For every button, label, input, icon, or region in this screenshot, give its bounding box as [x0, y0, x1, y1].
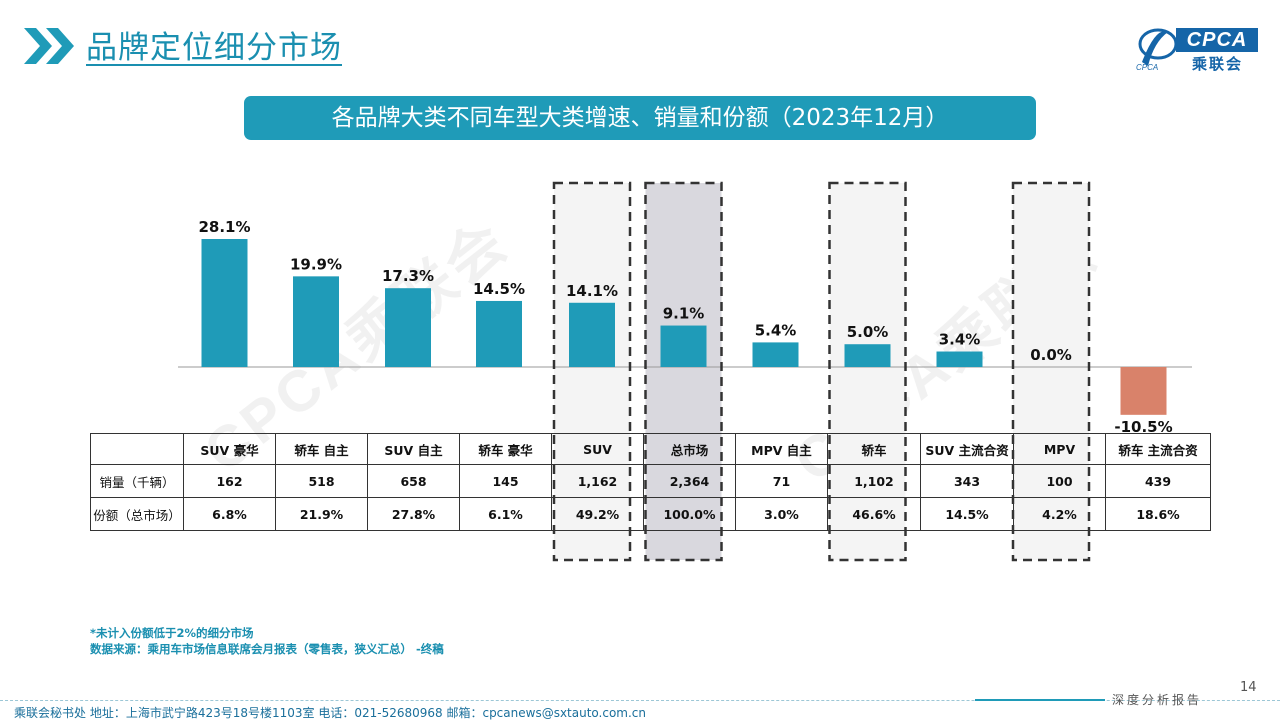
table-cell: 6.1% [459, 497, 552, 531]
table-cell: 21.9% [275, 497, 368, 531]
bar-1 [201, 239, 248, 367]
table-header-cell: 轿车 [827, 433, 921, 465]
table-row-share: 份额（总市场） 6.8% 21.9% 27.8% 6.1% 49.2% 100.… [90, 497, 1211, 531]
bar-label-7: 5.4% [755, 321, 797, 339]
table-row-sales: 销量（千辆） 162 518 658 145 1,162 2,364 71 1,… [90, 464, 1211, 498]
table-header-row: SUV 豪华 轿车 自主 SUV 自主 轿车 豪华 SUV 总市场 MPV 自主… [90, 433, 1211, 465]
bar-7 [752, 342, 799, 367]
bar-label-1: 28.1% [198, 218, 250, 236]
bar-label-4: 14.5% [473, 280, 525, 298]
bar-3 [385, 288, 431, 367]
table-cell: 162 [183, 464, 276, 498]
table-cell: 27.8% [367, 497, 460, 531]
bar-11 [1120, 367, 1167, 415]
table-header-cell [90, 433, 184, 465]
footer-contact: 乘联会秘书处 地址：上海市武宁路423号18号楼1103室 电话：021-526… [14, 706, 647, 720]
table-header-cell: SUV 豪华 [183, 433, 276, 465]
svg-text:CPCA: CPCA [1136, 63, 1158, 72]
table-header-cell: MPV [1013, 433, 1106, 465]
table-header-cell: SUV 自主 [367, 433, 460, 465]
bar-5 [569, 302, 615, 367]
table-cell: 46.6% [827, 497, 921, 531]
footnote-source: 数据来源：乘用车市场信息联席会月报表（零售表，狭义汇总） -终稿 [90, 642, 444, 656]
bar-6 [660, 325, 707, 367]
footer-divider [0, 700, 1280, 701]
table-cell: 100.0% [643, 497, 736, 531]
bar-label-5: 14.1% [566, 282, 618, 300]
table-row-label: 销量（千辆） [90, 464, 184, 498]
table-cell: 14.5% [920, 497, 1014, 531]
bar-2 [293, 276, 339, 367]
table-cell: 4.2% [1013, 497, 1106, 531]
table-header-cell: MPV 自主 [735, 433, 828, 465]
bar-9 [936, 351, 983, 367]
cpca-logo: CPCA CPCA 乘联会 [1134, 22, 1260, 74]
page-number: 14 [1240, 680, 1257, 695]
table-cell: 439 [1105, 464, 1211, 498]
table-cell: 1,162 [551, 464, 644, 498]
bar-label-3: 17.3% [382, 267, 434, 285]
table-header-cell: SUV 主流合资 [920, 433, 1014, 465]
table-cell: 100 [1013, 464, 1106, 498]
bar-4 [476, 300, 522, 367]
table-cell: 343 [920, 464, 1014, 498]
table-cell: 6.8% [183, 497, 276, 531]
table-cell: 658 [367, 464, 460, 498]
chart-title-banner: 各品牌大类不同车型大类增速、销量和份额（2023年12月） [244, 96, 1036, 140]
table-cell: 18.6% [1105, 497, 1211, 531]
table-header-cell: 轿车 豪华 [459, 433, 552, 465]
table-cell: 71 [735, 464, 828, 498]
table-row-label: 份额（总市场） [90, 497, 184, 531]
footer-accent [975, 699, 1105, 701]
bar-8 [844, 344, 891, 367]
table-header-cell: 轿车 主流合资 [1105, 433, 1211, 465]
table-header-cell: SUV [551, 433, 644, 465]
bar-label-11: -10.5% [1114, 418, 1172, 436]
cpca-logo-text: CPCA [1176, 28, 1258, 52]
sales-share-table: SUV 豪华 轿车 自主 SUV 自主 轿车 豪华 SUV 总市场 MPV 自主… [90, 433, 1211, 531]
footnote-exclusion: *未计入份额低于2%的细分市场 [90, 626, 254, 640]
table-cell: 1,102 [827, 464, 921, 498]
table-cell: 2,364 [643, 464, 736, 498]
bar-label-10: 0.0% [1030, 346, 1072, 364]
table-header-cell: 轿车 自主 [275, 433, 368, 465]
table-cell: 49.2% [551, 497, 644, 531]
title-chevron-icon [24, 28, 74, 64]
table-header-cell: 总市场 [643, 433, 736, 465]
bar-label-8: 5.0% [847, 323, 889, 341]
footnotes: *未计入份额低于2%的细分市场 数据来源：乘用车市场信息联席会月报表（零售表，狭… [90, 625, 444, 657]
cpca-logo-subtitle: 乘联会 [1192, 55, 1244, 73]
table-cell: 145 [459, 464, 552, 498]
bar-label-6: 9.1% [663, 305, 705, 323]
page-title: 品牌定位细分市场 [86, 30, 342, 66]
bar-label-2: 19.9% [290, 255, 342, 273]
table-cell: 3.0% [735, 497, 828, 531]
bar-label-9: 3.4% [939, 331, 981, 349]
footer-report-label: 深度分析报告 [1112, 693, 1203, 707]
table-cell: 518 [275, 464, 368, 498]
